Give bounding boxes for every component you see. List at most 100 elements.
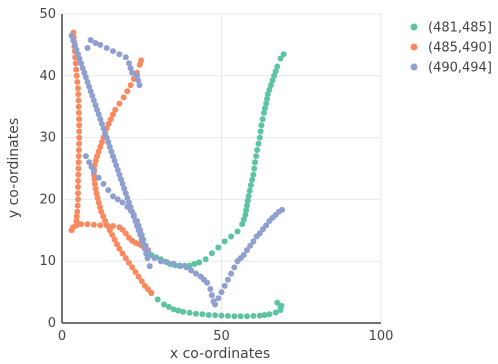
data-point[interactable] (191, 261, 198, 267)
data-point[interactable] (71, 41, 78, 48)
data-point[interactable] (79, 65, 86, 72)
data-point[interactable] (90, 168, 97, 175)
data-point[interactable] (221, 282, 228, 289)
data-point[interactable] (104, 222, 111, 229)
data-point[interactable] (95, 111, 102, 118)
data-point[interactable] (271, 72, 278, 79)
data-point[interactable] (84, 45, 91, 51)
data-point[interactable] (78, 221, 85, 228)
data-point[interactable] (73, 218, 80, 224)
data-point[interactable] (105, 139, 112, 146)
data-point[interactable] (119, 250, 126, 257)
data-point[interactable] (100, 125, 107, 132)
data-point[interactable] (164, 259, 171, 266)
data-point[interactable] (109, 231, 116, 238)
data-point[interactable] (92, 157, 99, 164)
data-point[interactable] (247, 242, 254, 249)
data-point[interactable] (247, 182, 254, 189)
data-point[interactable] (110, 48, 116, 55)
data-point[interactable] (95, 148, 102, 155)
data-point[interactable] (134, 72, 140, 79)
data-point[interactable] (207, 286, 214, 292)
data-point[interactable] (240, 216, 247, 223)
data-point[interactable] (208, 250, 215, 257)
data-point[interactable] (112, 106, 119, 113)
data-point[interactable] (263, 222, 270, 229)
data-point[interactable] (258, 122, 265, 129)
data-point[interactable] (84, 221, 91, 228)
data-point[interactable] (106, 227, 113, 234)
data-point[interactable] (126, 259, 132, 266)
data-point[interactable] (256, 134, 263, 141)
data-point[interactable] (144, 255, 151, 262)
data-point[interactable] (90, 221, 97, 228)
data-point[interactable] (165, 303, 172, 310)
data-point[interactable] (75, 159, 82, 166)
data-point[interactable] (75, 85, 81, 92)
data-point[interactable] (202, 256, 209, 263)
data-point[interactable] (116, 100, 123, 107)
data-point[interactable] (86, 159, 93, 166)
data-point[interactable] (272, 309, 279, 316)
data-point[interactable] (256, 230, 263, 237)
data-point[interactable] (251, 165, 258, 172)
data-point[interactable] (274, 299, 281, 306)
legend-item-3[interactable]: (490,494] (410, 61, 492, 76)
data-point[interactable] (218, 312, 225, 319)
data-point[interactable] (97, 143, 104, 150)
data-point[interactable] (234, 228, 241, 235)
data-point[interactable] (183, 264, 190, 271)
data-point[interactable] (73, 222, 80, 229)
data-point[interactable] (111, 157, 118, 164)
data-point[interactable] (72, 60, 79, 67)
data-point[interactable] (277, 304, 284, 311)
data-point[interactable] (254, 147, 261, 153)
data-point[interactable] (100, 213, 107, 220)
data-point[interactable] (88, 164, 95, 170)
data-point[interactable] (186, 309, 193, 316)
data-point[interactable] (75, 109, 82, 116)
data-point[interactable] (126, 60, 132, 67)
data-point[interactable] (121, 185, 128, 192)
data-point[interactable] (74, 79, 81, 85)
data-point[interactable] (97, 204, 103, 211)
data-point[interactable] (267, 82, 274, 89)
data-point[interactable] (93, 190, 100, 197)
data-point[interactable] (212, 312, 219, 319)
data-point[interactable] (228, 233, 235, 240)
data-point[interactable] (274, 63, 281, 70)
data-point[interactable] (138, 57, 145, 64)
data-point[interactable] (102, 130, 109, 136)
data-point[interactable] (110, 223, 116, 229)
data-point[interactable] (250, 171, 257, 178)
data-point[interactable] (177, 262, 183, 269)
data-point[interactable] (244, 202, 250, 209)
data-point[interactable] (260, 109, 267, 116)
data-point[interactable] (263, 100, 270, 107)
data-point[interactable] (75, 147, 82, 153)
data-point[interactable] (92, 185, 99, 192)
data-point[interactable] (244, 313, 250, 320)
data-point[interactable] (259, 116, 266, 123)
data-point[interactable] (75, 184, 81, 190)
legend-item-1[interactable]: (481,485] (410, 21, 492, 36)
data-point[interactable] (111, 236, 118, 243)
data-point[interactable] (264, 91, 271, 98)
data-point[interactable] (231, 264, 238, 271)
data-point[interactable] (76, 140, 83, 147)
data-point[interactable] (215, 295, 222, 302)
data-point[interactable] (261, 312, 268, 318)
legend[interactable]: (481,485] (485,490] (490,494] (410, 21, 492, 76)
data-point[interactable] (102, 218, 109, 224)
data-point[interactable] (129, 264, 136, 271)
data-point[interactable] (243, 207, 250, 214)
data-point[interactable] (252, 159, 258, 166)
data-point[interactable] (95, 174, 102, 181)
data-point[interactable] (73, 213, 80, 220)
data-point[interactable] (110, 111, 116, 118)
data-point[interactable] (170, 260, 177, 267)
data-point[interactable] (75, 177, 82, 184)
data-point[interactable] (76, 128, 83, 135)
data-point[interactable] (97, 116, 104, 123)
data-point[interactable] (116, 245, 123, 252)
